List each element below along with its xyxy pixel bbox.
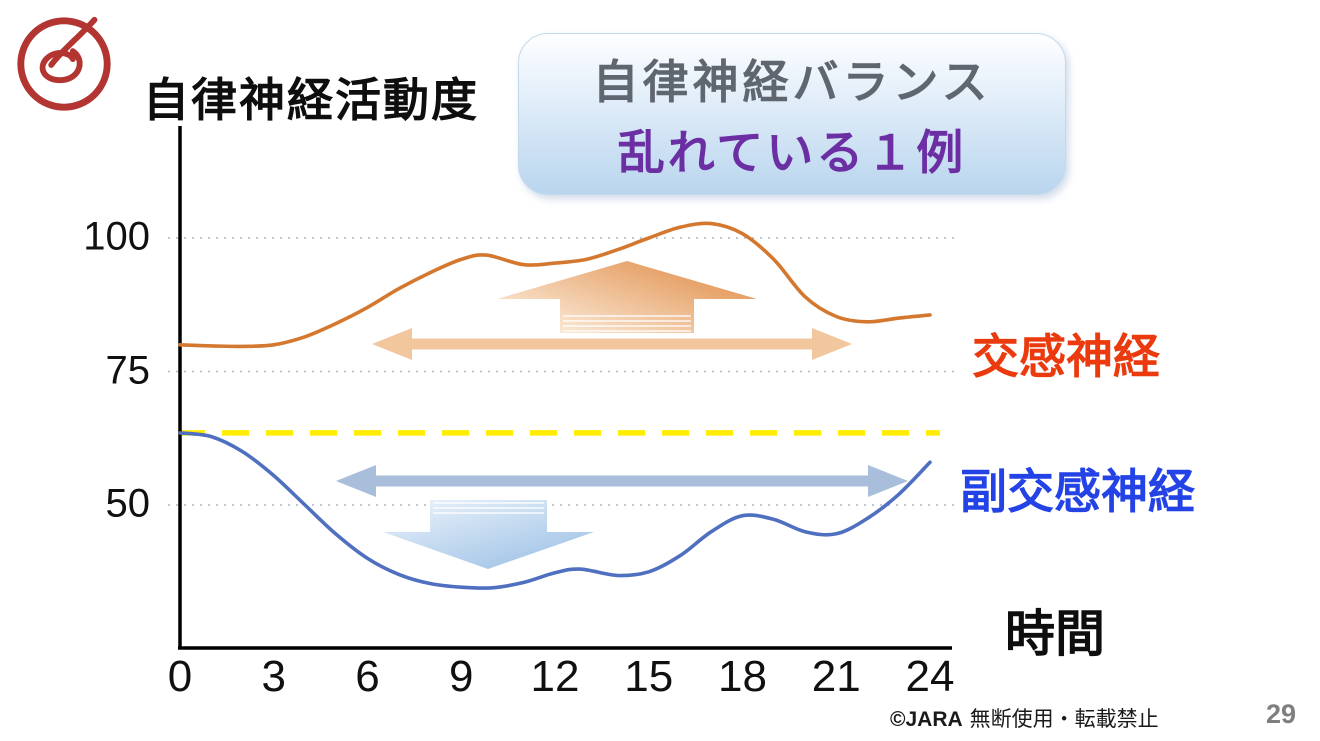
- page-number: 29: [1266, 699, 1297, 729]
- x-tick-label-18: 18: [718, 652, 767, 701]
- title-line-2: 乱れている１例: [617, 125, 967, 179]
- up-block-arrow: [497, 261, 757, 333]
- y-tick-label-75: 75: [105, 348, 151, 393]
- sympathetic-curve: [178, 221, 932, 349]
- x-tick-label-12: 12: [530, 652, 580, 701]
- parasympathetic-label: 副交感神経: [960, 465, 1195, 518]
- title-box: 自律神経バランス 乱れている１例: [518, 33, 1066, 195]
- title-line-1: 自律神経バランス: [592, 55, 992, 108]
- x-tick-label-9: 9: [449, 652, 474, 701]
- x-tick-label-6: 6: [355, 652, 380, 701]
- x-tick-label-3: 3: [261, 652, 286, 701]
- footer-copyright-notice: ©JARA 無断使用・転載禁止: [890, 703, 1159, 733]
- y-axis-title: 自律神経活動度: [143, 74, 479, 126]
- x-tick-label-0: 0: [167, 652, 193, 701]
- usage-notice-text: 無断使用・転載禁止: [969, 708, 1159, 731]
- y-tick-label-100: 100: [83, 214, 150, 259]
- x-tick-label-21: 21: [811, 652, 861, 701]
- parasympathetic-curve: [178, 431, 932, 590]
- sympathetic-label: 交感神経: [972, 330, 1160, 383]
- jara-logo: [10, 8, 118, 116]
- x-axis-title: 時間: [1005, 606, 1105, 662]
- x-tick-label-24: 24: [905, 652, 955, 701]
- down-block-arrow: [383, 500, 594, 569]
- copyright-text: ©JARA: [890, 708, 963, 731]
- parasympathetic-range-arrow: [336, 465, 908, 497]
- x-tick-label-15: 15: [624, 652, 674, 701]
- sympathetic-range-arrow: [372, 328, 852, 360]
- y-tick-label-50: 50: [105, 481, 151, 526]
- jara-logo-icon: [17, 16, 111, 111]
